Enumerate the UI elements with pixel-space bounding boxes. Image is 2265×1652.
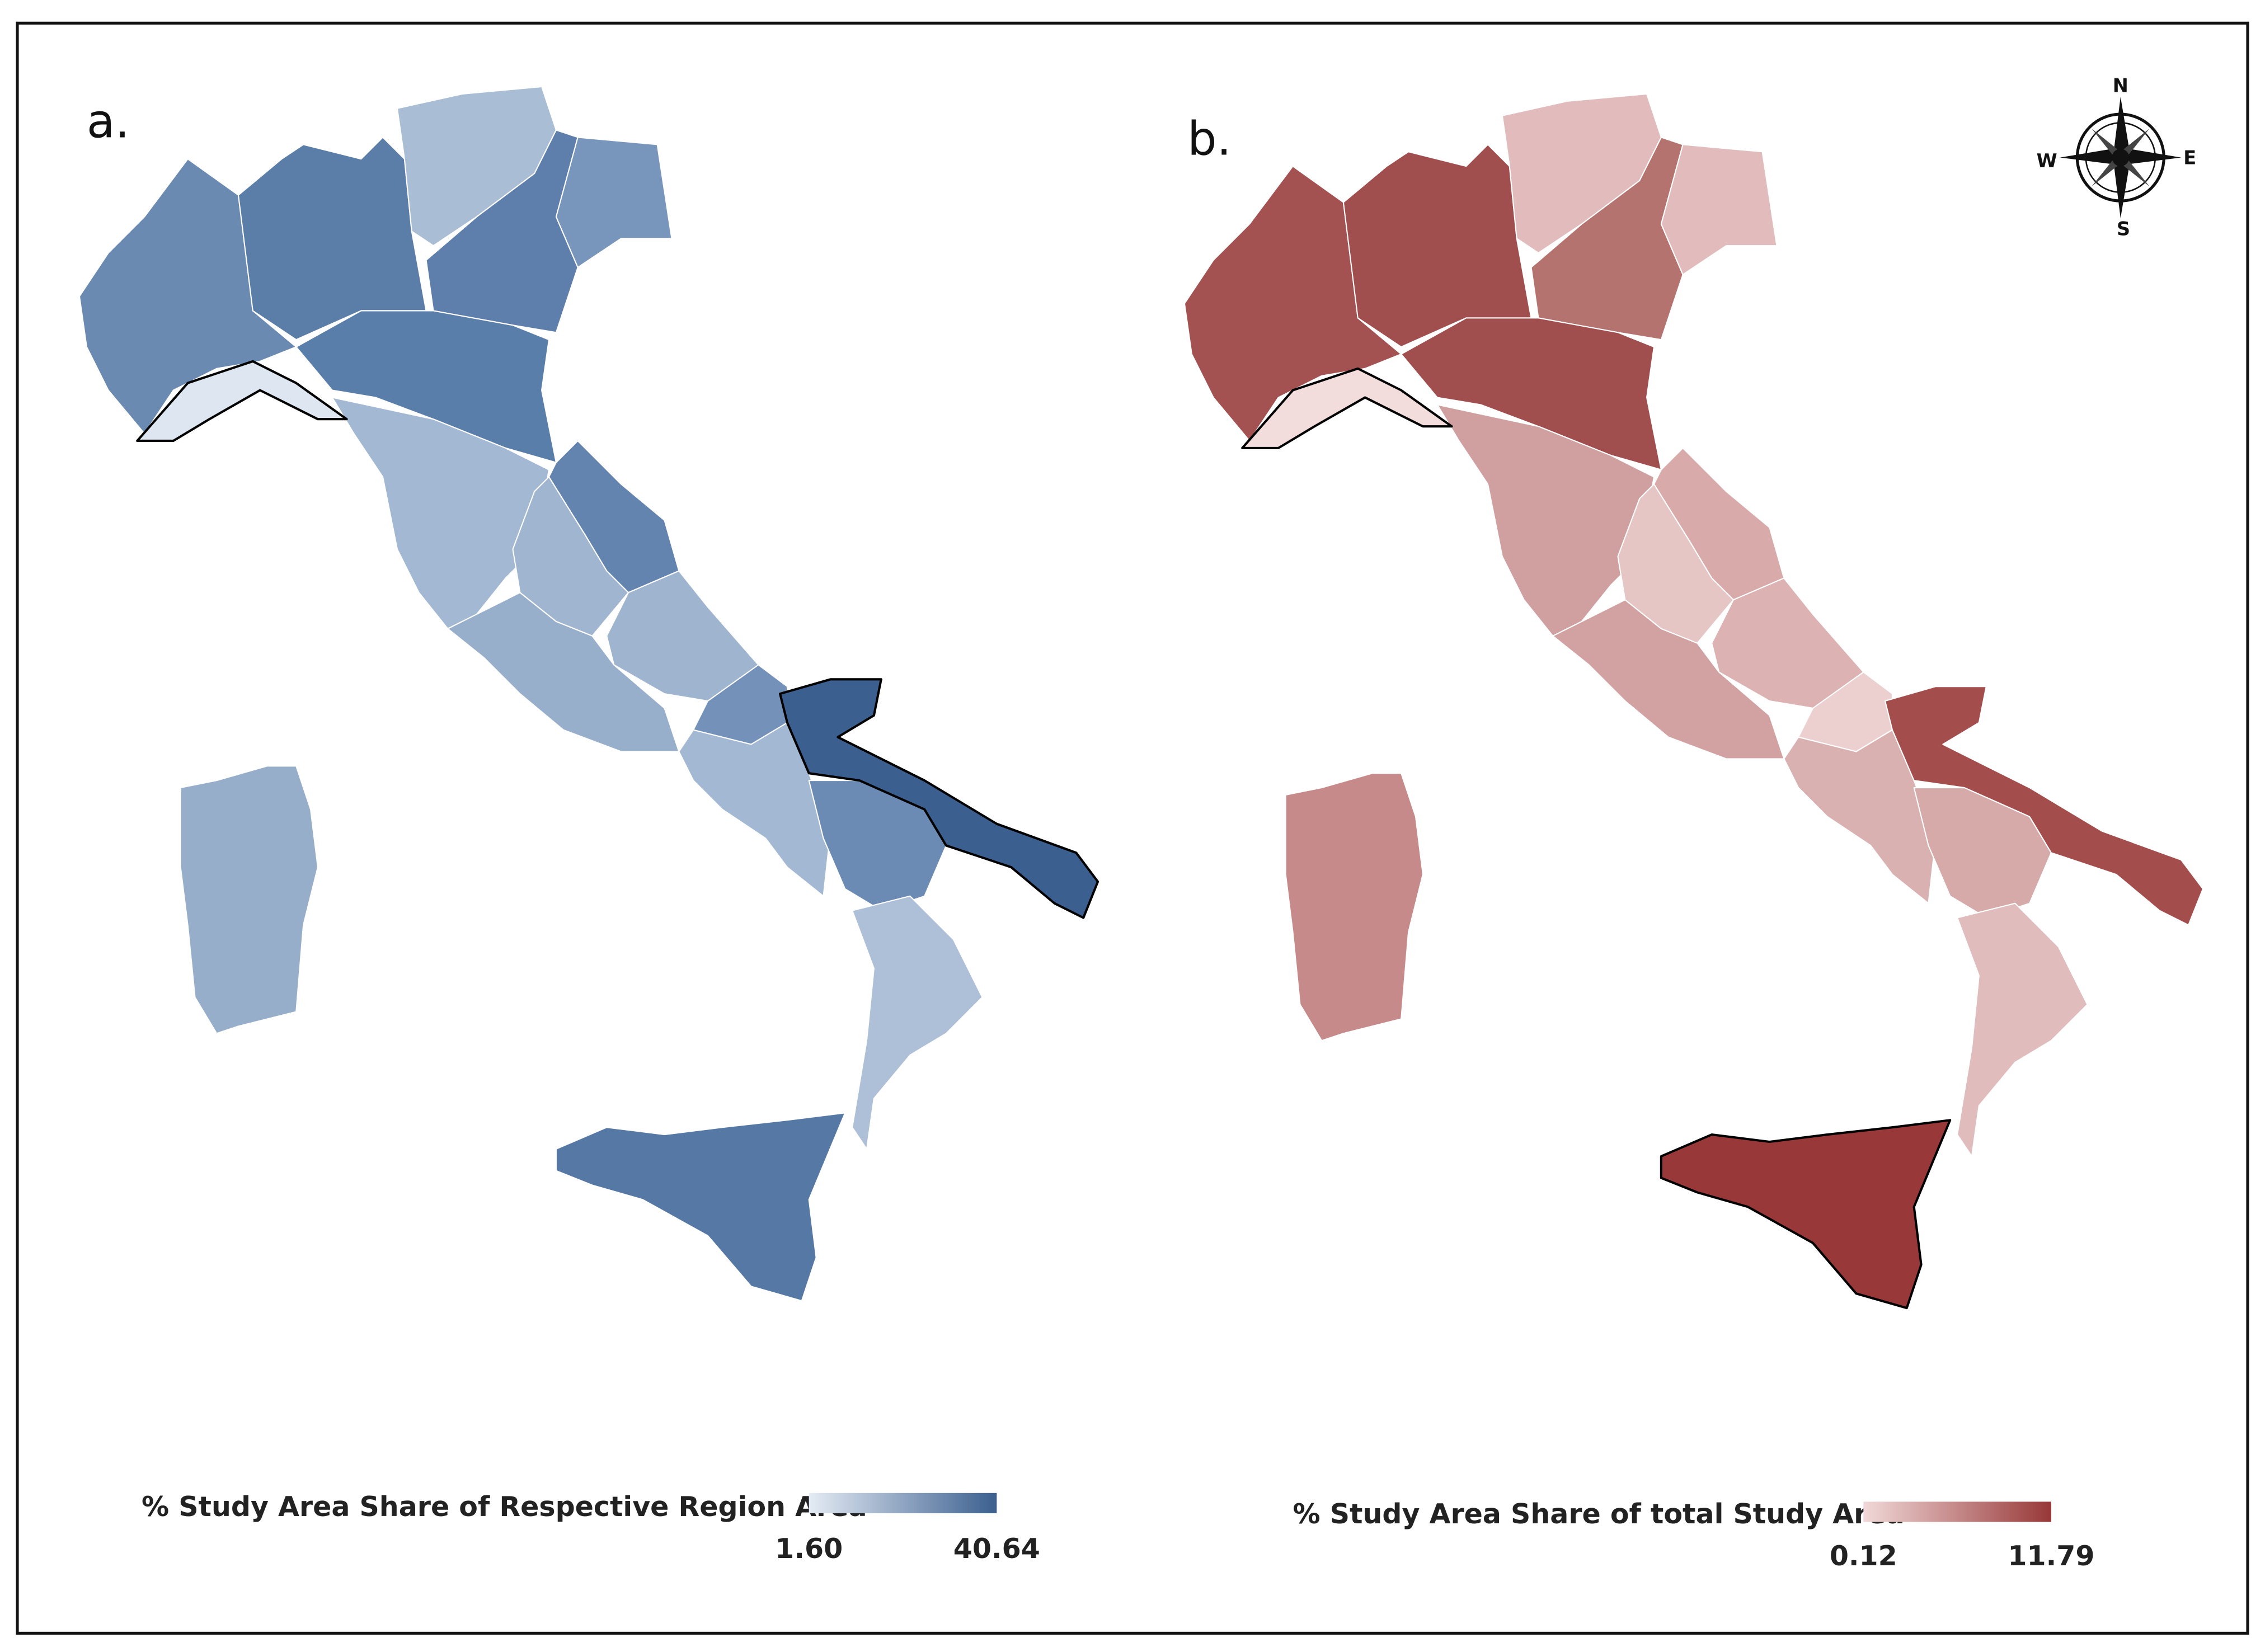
compass-center — [2112, 149, 2130, 167]
compass: N S E W — [2037, 75, 2197, 240]
legend-max: 11.79 — [2008, 1540, 2094, 1572]
compass-w: W — [2037, 150, 2057, 172]
color-ramp — [1863, 1502, 2051, 1522]
legend-title: % Study Area Share of total Study Area — [1293, 1498, 1905, 1530]
panel-label: b. — [1187, 112, 1232, 166]
legend-min: 0.12 — [1830, 1540, 1897, 1572]
compass-s: S — [2117, 218, 2130, 239]
legend-max: 40.64 — [953, 1532, 1040, 1565]
legend-title: % Study Area Share of Respective Region … — [142, 1490, 867, 1523]
compass-n: N — [2113, 75, 2128, 97]
region — [1285, 772, 1424, 1042]
region — [180, 765, 319, 1034]
color-ramp — [809, 1493, 997, 1513]
compass-e: E — [2183, 147, 2196, 169]
panel-label: a. — [87, 95, 130, 148]
legend-b: % Study Area Share of total Study Area 0… — [1293, 1498, 2095, 1572]
legend-min: 1.60 — [775, 1532, 843, 1565]
legend-a: % Study Area Share of Respective Region … — [142, 1490, 1040, 1565]
